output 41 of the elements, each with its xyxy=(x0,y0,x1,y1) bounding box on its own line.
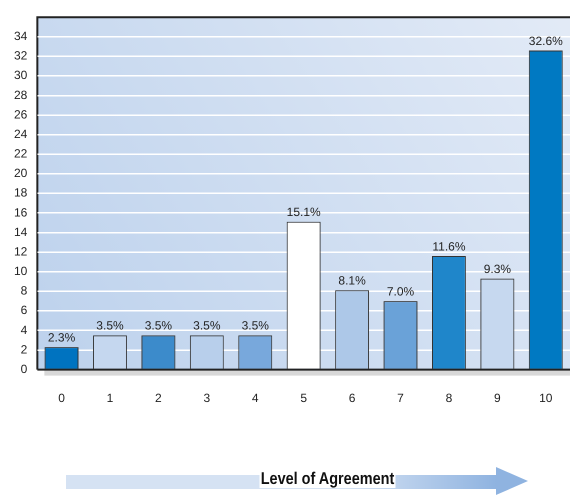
x-tick-label: 10 xyxy=(539,391,553,406)
y-tick-label: 26 xyxy=(14,107,28,122)
data-label: 3.5% xyxy=(96,318,124,333)
x-tick-label: 9 xyxy=(494,391,502,406)
y-tick-label: 18 xyxy=(14,186,28,200)
y-tick-label: 6 xyxy=(20,303,28,318)
data-label: 7.0% xyxy=(386,284,415,298)
y-tick-label: 4 xyxy=(20,322,28,337)
x-tick-label: 4 xyxy=(252,391,259,406)
x-tick-label: 2 xyxy=(155,391,162,406)
y-tick-label: 28 xyxy=(14,88,28,102)
x-tick-label: 0 xyxy=(58,391,66,406)
data-label: 9.3% xyxy=(484,262,512,276)
y-tick-label: 10 xyxy=(14,264,28,278)
y-tick-label: 20 xyxy=(14,166,28,180)
data-label: 15.1% xyxy=(286,205,322,220)
y-tick-label: 30 xyxy=(14,68,28,82)
y-tick-label: 14 xyxy=(14,224,28,239)
x-axis-title: Level of Agreement xyxy=(260,469,396,488)
y-tick-label: 2 xyxy=(20,342,28,356)
x-tick-label: 6 xyxy=(348,391,356,406)
data-label: 3.5% xyxy=(242,318,270,333)
data-label: 32.6% xyxy=(528,34,564,48)
x-tick-label: 8 xyxy=(446,391,453,406)
x-tick-label: 1 xyxy=(106,391,114,406)
data-label: 3.5% xyxy=(193,318,221,333)
x-tick-label: 5 xyxy=(300,391,308,406)
x-tick-label: 3 xyxy=(203,391,210,406)
y-tick-label: 16 xyxy=(14,205,28,220)
y-tick-label: 34 xyxy=(14,29,28,44)
y-tick-label: 32 xyxy=(14,48,28,63)
y-tick-label: 24 xyxy=(14,126,28,141)
y-tick-label: 22 xyxy=(14,146,28,161)
data-label: 11.6% xyxy=(432,239,466,254)
data-label: 3.5% xyxy=(144,318,172,333)
y-tick-label: 8 xyxy=(20,284,28,298)
x-tick-label: 7 xyxy=(397,391,404,406)
y-tick-label: 12 xyxy=(14,244,28,258)
data-label: 2.3% xyxy=(48,330,76,344)
data-label: 8.1% xyxy=(338,274,366,288)
y-tick-label: 0 xyxy=(20,362,28,376)
